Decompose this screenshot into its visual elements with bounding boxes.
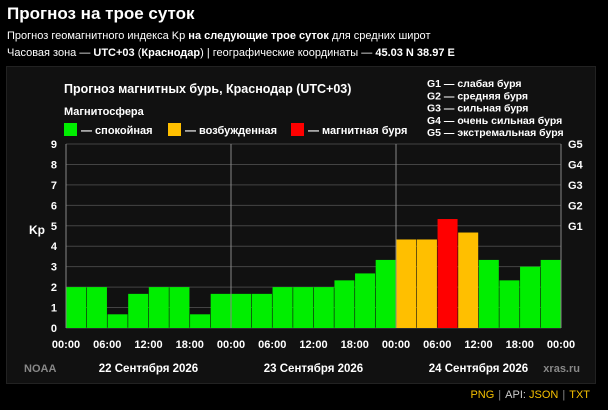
kp-bar (148, 287, 169, 328)
g-tick-label: G2 (568, 200, 583, 212)
g-legend-item: G3 — сильная буря (427, 103, 528, 115)
kp-bar (520, 266, 541, 328)
tz-value: UTC+03 (93, 47, 135, 59)
png-link[interactable]: PNG (470, 389, 495, 401)
x-tick-label: 18:00 (506, 339, 534, 351)
legend-label: — спокойная (81, 125, 153, 137)
x-tick-label: 06:00 (258, 339, 286, 351)
g-legend-item: G2 — средняя буря (427, 90, 528, 102)
x-tick-label: 06:00 (423, 339, 451, 351)
y-tick-label: 1 (51, 303, 57, 315)
footer-separator: | (498, 389, 502, 401)
g-legend-item: G4 — очень сильная буря (427, 115, 562, 127)
x-tick-label: 00:00 (52, 339, 80, 351)
kp-bar (355, 273, 376, 328)
legend-label: — возбужденная (185, 125, 277, 137)
kp-bar (540, 259, 561, 328)
source-label: NOAA (24, 363, 56, 375)
desc-prefix: Прогноз геомагнитного индекса Kp (7, 30, 186, 42)
x-tick-label: 00:00 (382, 339, 410, 351)
y-axis-label: Kp (29, 223, 45, 237)
x-tick-label: 06:00 (93, 339, 121, 351)
api-label: API: (505, 389, 526, 401)
kp-bar (478, 259, 499, 328)
g-tick-label: G4 (568, 159, 584, 171)
kp-bar (293, 287, 314, 328)
kp-bar (375, 259, 396, 328)
y-tick-label: 3 (51, 262, 57, 274)
y-tick-label: 9 (51, 139, 57, 151)
page-title: Прогноз на трое суток (7, 4, 195, 23)
y-tick-label: 5 (51, 221, 57, 233)
timezone-line: Часовая зона — UTC+03 (Краснодар) | геог… (7, 47, 455, 59)
x-tick-label: 12:00 (299, 339, 327, 351)
x-tick-label: 12:00 (134, 339, 162, 351)
desc-suffix: для средних широт (331, 30, 431, 42)
kp-bar (499, 280, 520, 328)
footer-links: PNG | API: JSON | TXT (470, 389, 590, 401)
footer-separator: | (562, 389, 566, 401)
y-tick-label: 0 (51, 323, 57, 335)
tz-coords-prefix: | географические координаты — (206, 47, 373, 59)
kp-bar (437, 219, 458, 328)
kp-bar (272, 287, 293, 328)
g-legend-item: G1 — слабая буря (427, 78, 522, 90)
kp-chart: Прогноз магнитных бурь, Краснодар (UTC+0… (6, 66, 596, 384)
x-tick-label: 00:00 (547, 339, 575, 351)
kp-bar (313, 287, 334, 328)
x-tick-label: 18:00 (176, 339, 204, 351)
x-tick-label: 00:00 (217, 339, 245, 351)
g-legend-item: G5 — экстремальная буря (427, 127, 564, 139)
g-tick-label: G5 (568, 139, 583, 151)
kp-bar (251, 293, 272, 328)
y-tick-label: 2 (51, 282, 57, 294)
tz-coords: 45.03 N 38.97 E (375, 47, 455, 59)
legend-swatch (168, 123, 181, 136)
txt-link[interactable]: TXT (569, 389, 590, 401)
kp-bar (396, 239, 417, 328)
g-tick-label: G3 (568, 180, 583, 192)
legend-title: Магнитосфера (64, 106, 145, 118)
legend-label: — магнитная буря (308, 125, 407, 137)
tz-city: Краснодар (141, 47, 201, 59)
kp-bar (66, 287, 87, 328)
legend-swatch (291, 123, 304, 136)
y-tick-label: 8 (51, 159, 57, 171)
y-tick-label: 7 (51, 180, 57, 192)
legend-swatch (64, 123, 77, 136)
kp-bar (128, 293, 149, 328)
desc-bold: на следующие трое суток (188, 30, 329, 42)
y-tick-label: 4 (51, 241, 58, 253)
day-label: 23 Сентября 2026 (264, 363, 363, 375)
kp-chart-svg: Прогноз магнитных бурь, Краснодар (UTC+0… (24, 78, 584, 375)
chart-title: Прогноз магнитных бурь, Краснодар (UTC+0… (64, 82, 351, 96)
kp-bar (458, 232, 479, 328)
json-link[interactable]: JSON (529, 389, 559, 401)
kp-bar (169, 287, 190, 328)
kp-bar (107, 314, 128, 328)
tz-prefix: Часовая зона — (7, 47, 91, 59)
kp-bar (416, 239, 437, 328)
kp-bar (334, 280, 355, 328)
day-label: 24 Сентября 2026 (429, 363, 528, 375)
kp-bar (231, 293, 252, 328)
day-label: 22 Сентября 2026 (99, 363, 198, 375)
kp-bar (210, 293, 231, 328)
x-tick-label: 18:00 (341, 339, 369, 351)
x-tick-label: 12:00 (464, 339, 492, 351)
forecast-description: Прогноз геомагнитного индекса Kp на след… (7, 30, 430, 42)
y-tick-label: 6 (51, 200, 57, 212)
g-tick-label: G1 (568, 221, 583, 233)
kp-bar (86, 287, 107, 328)
watermark-label: xras.ru (543, 363, 580, 375)
kp-bar (190, 314, 211, 328)
